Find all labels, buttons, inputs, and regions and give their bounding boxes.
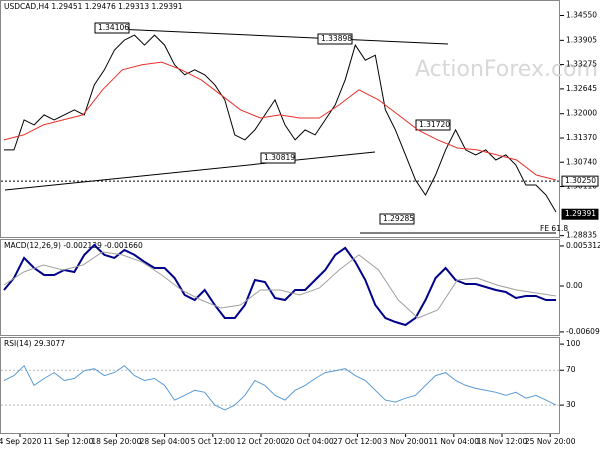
annotation-box (317, 33, 353, 45)
x-tick-label: 25 Nov 20:00 (525, 437, 576, 446)
x-tick-label: 11 Sep 12:00 (43, 437, 93, 446)
macd-title: MACD(12,26,9) -0.002139 -0.001660 (4, 241, 143, 250)
x-tick-label: 11 Nov 04:00 (429, 437, 480, 446)
series-line (3, 251, 557, 319)
annotation-box (260, 152, 296, 164)
y-tick-label: 100 (566, 339, 581, 348)
x-tick-label: 28 Sep 04:00 (140, 437, 190, 446)
annotation: 1.30819 (264, 153, 295, 162)
x-tick-label: 18 Nov 12:00 (477, 437, 528, 446)
trend-line (4, 151, 376, 191)
annotation-box (415, 119, 451, 131)
y-tick-label: 70 (566, 365, 576, 374)
rsi-panel (0, 337, 560, 434)
y-tick-label: 1.31370 (566, 133, 597, 142)
level-label: 1.29391 (565, 209, 596, 218)
x-tick-label: 4 Sep 2020 (0, 437, 42, 446)
watermark: ActionForex.com (415, 57, 598, 82)
x-tick-label: 27 Oct 12:00 (333, 437, 382, 446)
series-line (3, 61, 557, 181)
x-tick-label: 18 Sep 20:00 (91, 437, 141, 446)
price-panel (0, 0, 560, 238)
y-tick-label: -0.006092 (566, 327, 600, 336)
level-box (561, 208, 599, 220)
y-tick-label: 1.34550 (566, 10, 597, 19)
y-tick-label: 1.33275 (566, 60, 597, 69)
annotation-box (94, 22, 130, 34)
y-tick-label: 30 (566, 400, 576, 409)
annotation: 1.33898 (321, 34, 352, 43)
annotation: 1.31720 (419, 120, 450, 129)
x-tick-label: 5 Oct 12:00 (191, 437, 235, 446)
annotation-box (379, 213, 415, 225)
annotation: 1.29285 (383, 214, 414, 223)
rsi-title: RSI(14) 29.3077 (4, 339, 65, 348)
y-tick-label: 1.30740 (566, 157, 597, 166)
y-tick-label: 0.005312 (566, 241, 600, 250)
x-tick-label: 20 Oct 04:00 (285, 437, 334, 446)
annotation: 1.34106 (98, 23, 129, 32)
level-label: 1.30250 (565, 176, 596, 185)
macd-panel (0, 239, 560, 336)
series-line (3, 364, 557, 411)
chart-title: USDCAD,H4 1.29451 1.29476 1.29313 1.2939… (4, 2, 183, 11)
series-line (4, 34, 557, 213)
series-line (3, 243, 556, 327)
y-tick-label: 1.32645 (566, 84, 597, 93)
trend-line (94, 27, 449, 45)
y-tick-label: 0.00 (566, 281, 583, 290)
fe-label: FE 61.8 (540, 224, 568, 233)
level-box (561, 175, 599, 187)
y-tick-label: 1.33905 (566, 35, 597, 44)
x-tick-label: 3 Nov 20:00 (383, 437, 429, 446)
y-tick-label: 1.28835 (566, 231, 597, 240)
y-tick-label: 1.32000 (566, 109, 597, 118)
x-tick-label: 12 Oct 20:00 (237, 437, 286, 446)
